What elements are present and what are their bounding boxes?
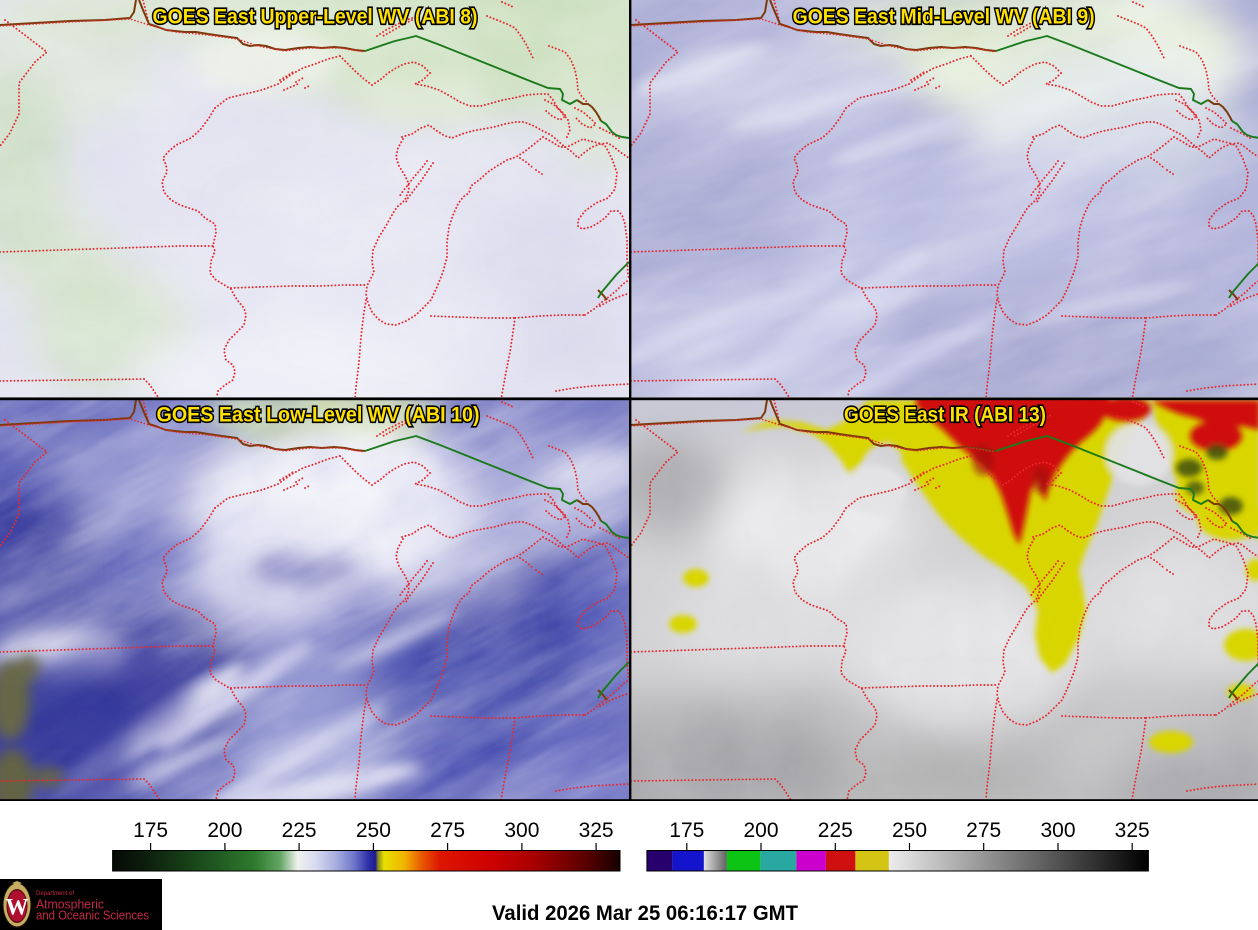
svg-text:175: 175 bbox=[133, 819, 168, 842]
svg-text:325: 325 bbox=[1115, 819, 1150, 842]
svg-text:Valid 2026 Mar 25 06:16:17 GMT: Valid 2026 Mar 25 06:16:17 GMT bbox=[492, 902, 798, 925]
svg-text:Department of: Department of bbox=[36, 891, 74, 897]
svg-text:GOES East Upper-Level WV (ABI: GOES East Upper-Level WV (ABI 8) bbox=[153, 6, 478, 29]
svg-text:225: 225 bbox=[818, 819, 853, 842]
svg-text:and Oceanic Sciences: and Oceanic Sciences bbox=[36, 908, 149, 923]
svg-text:250: 250 bbox=[356, 819, 391, 842]
svg-text:200: 200 bbox=[743, 819, 778, 842]
svg-text:300: 300 bbox=[504, 819, 539, 842]
svg-text:325: 325 bbox=[579, 819, 614, 842]
svg-text:225: 225 bbox=[282, 819, 317, 842]
svg-text:175: 175 bbox=[669, 819, 704, 842]
svg-text:W: W bbox=[6, 895, 29, 920]
svg-text:250: 250 bbox=[892, 819, 927, 842]
svg-text:GOES East Low-Level WV (ABI 10: GOES East Low-Level WV (ABI 10) bbox=[157, 404, 480, 427]
svg-text:300: 300 bbox=[1040, 819, 1075, 842]
svg-text:GOES East Mid-Level WV (ABI 9): GOES East Mid-Level WV (ABI 9) bbox=[793, 6, 1095, 29]
svg-text:200: 200 bbox=[207, 819, 242, 842]
svg-text:Atmospheric: Atmospheric bbox=[36, 897, 104, 912]
svg-text:275: 275 bbox=[966, 819, 1001, 842]
svg-text:GOES East IR (ABI 13): GOES East IR (ABI 13) bbox=[844, 404, 1046, 427]
svg-text:275: 275 bbox=[430, 819, 465, 842]
